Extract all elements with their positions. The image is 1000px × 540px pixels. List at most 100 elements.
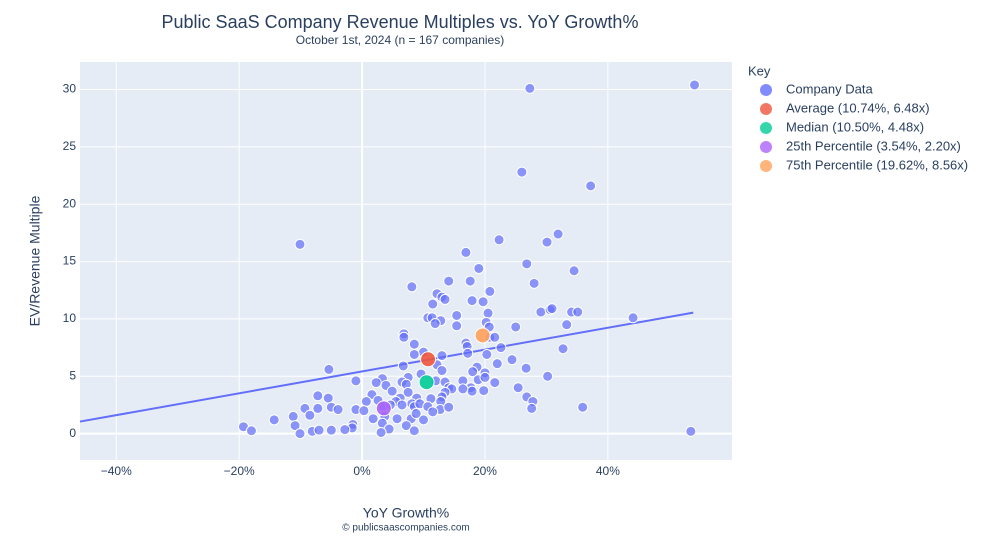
data-point	[408, 425, 420, 437]
data-point	[466, 295, 478, 307]
data-point	[577, 401, 589, 413]
data-point	[418, 374, 435, 391]
y-tick-label: 15	[63, 254, 77, 268]
y-tick-label: 30	[63, 82, 77, 96]
legend-label: 25th Percentile (3.54%, 2.20x)	[786, 138, 961, 153]
data-point	[457, 383, 469, 395]
data-point	[516, 166, 528, 178]
data-point	[464, 275, 476, 287]
data-point	[386, 385, 398, 397]
legend: Company Data Average (10.74%, 6.48x) Media…	[760, 81, 968, 172]
data-point	[568, 265, 580, 277]
data-point	[524, 82, 536, 94]
data-point	[535, 306, 547, 318]
y-tick-label: 0	[69, 426, 76, 440]
data-point	[398, 331, 410, 343]
data-point	[477, 296, 489, 308]
data-point	[443, 401, 455, 413]
y-tick-label: 20	[63, 196, 77, 210]
y-tick-label: 10	[63, 311, 77, 325]
data-point	[312, 402, 324, 414]
x-axis-label: YoY Growth%	[363, 505, 449, 521]
data-point	[506, 354, 518, 366]
data-point	[439, 293, 451, 305]
data-point	[489, 377, 501, 389]
data-point	[526, 402, 538, 414]
data-point	[451, 309, 463, 321]
data-point	[268, 414, 280, 426]
x-tick-label: −40%	[101, 464, 132, 478]
data-point	[436, 350, 448, 362]
data-point	[287, 410, 299, 422]
data-point	[325, 424, 337, 436]
grid	[80, 62, 732, 460]
data-point	[245, 425, 257, 437]
chart-title: Public SaaS Company Revenue Multiples vs…	[162, 12, 639, 32]
data-point	[542, 370, 554, 382]
data-point	[396, 399, 408, 411]
data-point	[572, 306, 584, 318]
data-point	[510, 321, 522, 333]
data-point	[512, 382, 524, 394]
data-point	[402, 386, 414, 398]
legend-label: Median (10.50%, 4.48x)	[786, 119, 924, 134]
legend-marker	[760, 122, 772, 134]
legend-marker	[760, 103, 772, 115]
data-point	[489, 331, 501, 343]
data-point	[689, 79, 701, 91]
data-point	[552, 228, 564, 240]
data-point	[481, 348, 493, 360]
data-point	[408, 348, 420, 360]
y-tick-label: 25	[63, 139, 77, 153]
data-point	[312, 390, 324, 402]
data-point	[332, 404, 344, 416]
plot-area	[80, 62, 732, 460]
data-point	[520, 362, 532, 374]
chart-subtitle: October 1st, 2024 (n = 167 companies)	[296, 33, 504, 47]
x-tick-label: 40%	[596, 464, 620, 478]
data-point	[627, 312, 639, 324]
data-point	[420, 351, 437, 368]
data-point	[491, 358, 503, 370]
data-point	[474, 327, 491, 344]
data-point	[289, 420, 301, 432]
data-point	[406, 281, 418, 293]
data-point	[322, 392, 334, 404]
data-point	[370, 377, 382, 389]
data-point	[493, 234, 505, 246]
data-point	[358, 405, 370, 417]
data-point	[339, 424, 351, 436]
data-point	[521, 258, 533, 270]
data-point	[436, 365, 448, 377]
data-point	[585, 180, 597, 192]
data-point	[473, 262, 485, 274]
data-point	[375, 426, 387, 438]
data-point	[294, 428, 306, 440]
data-point	[350, 375, 362, 387]
data-point	[466, 385, 478, 397]
data-point	[479, 371, 491, 383]
x-tick-label: 20%	[473, 464, 497, 478]
data-point	[427, 406, 439, 418]
data-point	[294, 238, 306, 250]
trend-line	[79, 311, 694, 423]
legend-marker	[760, 84, 772, 96]
data-point	[410, 408, 422, 420]
data-point	[541, 236, 553, 248]
legend-label: Company Data	[786, 81, 873, 96]
data-point	[462, 347, 474, 359]
footer: © publicsaascompanies.com	[342, 523, 469, 534]
data-point	[304, 409, 316, 421]
data-point	[360, 396, 372, 408]
x-tick-label: −20%	[224, 464, 255, 478]
data-point	[313, 424, 325, 436]
data-point	[400, 420, 412, 432]
data-point	[375, 400, 392, 417]
data-point	[451, 320, 463, 332]
legend-title: Key	[748, 63, 771, 78]
data-point	[391, 413, 403, 425]
data-point	[561, 319, 573, 331]
legend-label: 75th Percentile (19.62%, 8.56x)	[786, 157, 968, 172]
data-point	[460, 246, 472, 258]
